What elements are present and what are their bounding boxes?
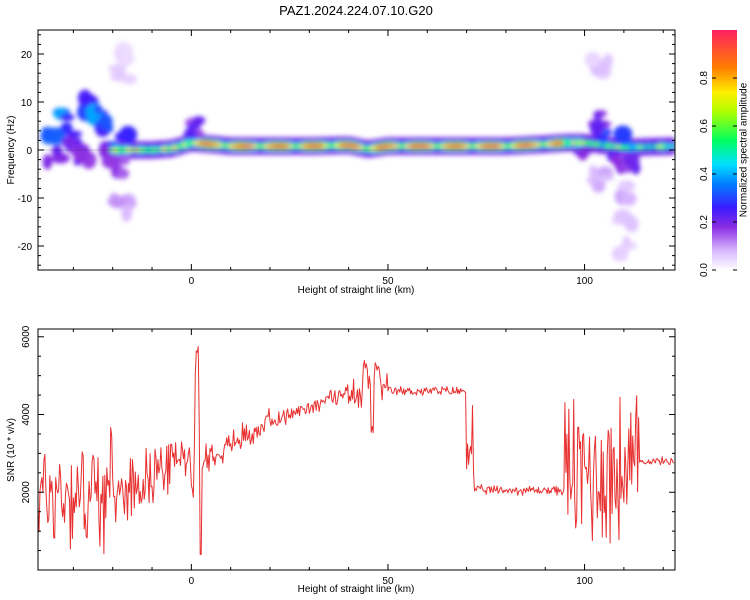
noise-blob — [96, 129, 109, 137]
noise-blob — [626, 241, 637, 250]
x-tick-label: 50 — [382, 276, 394, 287]
noise-blob — [183, 127, 198, 142]
noise-blob — [593, 110, 603, 120]
noise-blob — [613, 125, 633, 144]
colorbar-tick-label: 0.0 — [699, 263, 710, 277]
snr-background — [38, 329, 675, 570]
noise-blob — [101, 154, 122, 169]
x-tick-label: 100 — [576, 576, 593, 587]
noise-blob — [41, 126, 54, 137]
noise-blob — [589, 165, 598, 176]
noise-blob — [595, 175, 614, 182]
y-tick-label: -20 — [18, 242, 33, 253]
noise-blob — [42, 154, 53, 170]
noise-blob — [72, 148, 90, 163]
spectrogram-field — [40, 41, 675, 262]
colorbar-label: Normalized spectral amplitude — [739, 82, 750, 217]
snr-ylabel: SNR (10 * v/v) — [6, 418, 17, 482]
y-tick-label: 6000 — [21, 325, 32, 348]
y-tick-label: -10 — [18, 194, 33, 205]
snr-panel: 0 50 100 6000 4000 2000 Height of straight l… — [6, 325, 676, 595]
y-tick-label: 0 — [26, 146, 32, 157]
snr-xlabel: Height of straight line (km) — [298, 584, 415, 595]
noise-blob — [98, 113, 113, 130]
noise-blob — [119, 125, 138, 144]
snr-line — [38, 346, 675, 555]
colorbar-tick-label: 0.4 — [699, 167, 710, 181]
noise-blob — [584, 51, 601, 68]
noise-blob — [589, 119, 605, 137]
x-tick-label: 0 — [189, 276, 195, 287]
noise-blob — [51, 153, 70, 164]
noise-blob — [59, 113, 75, 121]
noise-blob — [121, 204, 133, 222]
colorbar-tick-label: 0.2 — [699, 215, 710, 229]
chart-title: PAZ1.2024.224.07.10.G20 — [279, 3, 433, 18]
spectrogram-ylabel: Frequency (Hz) — [6, 116, 17, 185]
noise-blob — [617, 243, 629, 262]
noise-blob — [61, 136, 79, 148]
noise-blob — [622, 192, 637, 206]
noise-blob — [94, 104, 103, 115]
snr-frame — [37, 328, 676, 571]
ridge-core — [669, 144, 675, 149]
noise-blob — [113, 49, 123, 60]
noise-blob — [617, 180, 636, 192]
y-tick-label: 20 — [21, 50, 33, 61]
noise-blob — [591, 179, 606, 193]
noise-blob — [113, 68, 127, 81]
noise-blob — [631, 161, 641, 175]
noise-blob — [623, 214, 636, 232]
noise-blob — [116, 168, 130, 180]
colorbar-tick-label: 0.8 — [699, 71, 710, 85]
noise-blob — [107, 195, 127, 208]
spectrogram-xlabel: Height of straight line (km) — [298, 285, 415, 296]
colorbar-gradient — [712, 30, 737, 270]
noise-blob — [118, 41, 127, 51]
colorbar: 0.0 0.2 0.4 0.6 0.8 Normalized spectral ampl… — [699, 30, 750, 277]
noise-blob — [65, 130, 83, 137]
y-tick-label: 4000 — [21, 403, 32, 426]
noise-blob — [577, 148, 592, 156]
y-tick-label: 2000 — [21, 481, 32, 504]
noise-blob — [120, 54, 130, 64]
noise-blob — [192, 116, 206, 125]
x-tick-label: 0 — [189, 576, 195, 587]
y-tick-label: 10 — [21, 98, 33, 109]
noise-blob — [60, 122, 73, 133]
x-tick-label: 50 — [382, 576, 394, 587]
x-tick-label: 100 — [576, 276, 593, 287]
colorbar-tick-label: 0.6 — [699, 119, 710, 133]
